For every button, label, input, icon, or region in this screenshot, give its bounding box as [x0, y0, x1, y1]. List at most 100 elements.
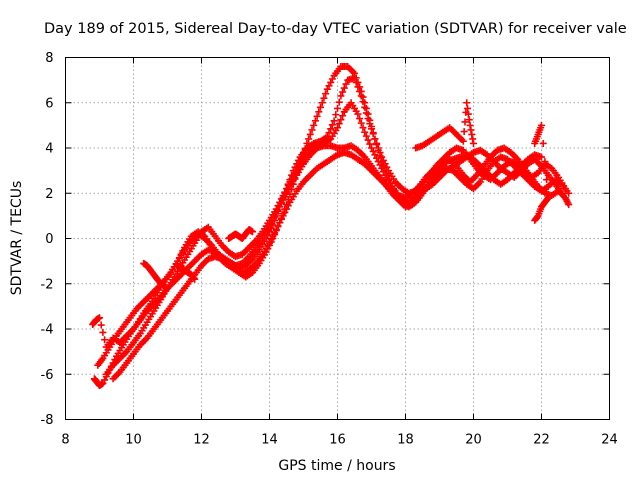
data-point: [351, 74, 358, 82]
data-point: [99, 328, 107, 336]
data-point: [352, 78, 360, 86]
data-point: [335, 120, 343, 128]
data-point: [318, 99, 326, 107]
data-point: [164, 284, 171, 292]
y-tick-label: -6: [41, 368, 54, 383]
data-point: [538, 153, 545, 161]
data-point: [466, 121, 474, 129]
x-tick-label: 12: [193, 433, 210, 448]
data-point: [337, 116, 345, 124]
chart-title: Day 189 of 2015, Sidereal Day-to-day VTE…: [44, 21, 627, 37]
data-point: [339, 88, 347, 96]
data-point: [354, 110, 362, 118]
series-segment-13h: [225, 225, 256, 242]
data-point: [544, 194, 552, 202]
x-tick-label: 20: [465, 433, 482, 448]
data-point: [334, 124, 341, 132]
data-point: [320, 94, 328, 102]
data-point: [369, 130, 377, 138]
y-axis-label: SDTVAR / TECUs: [9, 181, 25, 296]
data-point: [459, 137, 467, 145]
x-tick-label: 24: [601, 433, 618, 448]
x-tick-label: 10: [125, 433, 142, 448]
data-point: [354, 83, 362, 91]
data-point: [96, 314, 103, 322]
series-segment-11h: [174, 262, 199, 283]
data-point: [116, 339, 124, 347]
data-point: [359, 124, 367, 132]
data-point: [357, 92, 365, 100]
plot-frame: [65, 57, 610, 420]
x-tick-label: 18: [397, 433, 414, 448]
data-point: [313, 112, 321, 120]
data-point: [249, 228, 256, 236]
data-point: [342, 80, 350, 88]
data-point: [463, 99, 471, 107]
data-point: [362, 109, 370, 117]
data-point: [470, 139, 477, 147]
data-point: [371, 135, 379, 143]
series-segment-early: [89, 314, 124, 351]
data-point: [310, 121, 318, 129]
series-segment-10h: [140, 259, 171, 292]
series-track-2: [94, 74, 569, 369]
y-tick-label: -2: [41, 277, 54, 292]
series-segment-22h: [531, 121, 552, 224]
data-point: [305, 135, 313, 143]
data-point: [334, 104, 341, 112]
data-point: [317, 103, 324, 111]
data-point: [327, 125, 335, 133]
data-point: [464, 104, 472, 112]
data-point: [361, 128, 369, 136]
data-point: [368, 125, 375, 133]
x-tick-label: 22: [533, 433, 550, 448]
data-point: [339, 112, 347, 120]
data-point: [315, 108, 323, 116]
data-point: [356, 115, 364, 123]
data-point: [308, 126, 316, 134]
data-point: [464, 110, 472, 118]
y-tick-label: -8: [41, 413, 54, 428]
y-tick-label: 6: [45, 96, 53, 111]
data-point: [373, 139, 381, 147]
data-point: [364, 136, 372, 144]
data-point: [356, 87, 364, 95]
data-point: [340, 84, 348, 92]
data-point: [306, 130, 314, 138]
x-tick-label: 16: [329, 433, 346, 448]
data-point: [558, 189, 566, 197]
data-point: [330, 117, 338, 125]
data-point: [539, 139, 547, 147]
data-point: [328, 121, 336, 129]
x-axis-label: GPS time / hours: [278, 458, 395, 474]
data-point: [101, 336, 109, 344]
data-point: [366, 140, 374, 148]
data-point: [361, 103, 369, 111]
series-track-4: [109, 149, 545, 383]
data-point: [468, 130, 476, 138]
data-point: [531, 139, 539, 147]
data-point: [190, 274, 198, 282]
data-point: [364, 115, 372, 123]
x-tick-label: 8: [61, 433, 69, 448]
data-point: [467, 126, 475, 134]
y-tick-label: 0: [45, 232, 53, 247]
data-point: [191, 275, 199, 283]
data-point: [311, 117, 319, 125]
data-point: [469, 135, 477, 143]
data-point: [543, 195, 551, 203]
data-point: [460, 128, 468, 136]
y-tick-label: 4: [45, 142, 53, 157]
data-point: [362, 132, 370, 140]
data-point: [322, 90, 330, 98]
y-tick-label: 2: [45, 187, 53, 202]
data-point: [366, 120, 374, 128]
data-point: [332, 111, 340, 119]
data-point: [565, 189, 573, 197]
data-point: [376, 149, 384, 157]
data-point: [543, 176, 551, 184]
data-points: [89, 63, 573, 390]
data-point: [335, 98, 343, 106]
